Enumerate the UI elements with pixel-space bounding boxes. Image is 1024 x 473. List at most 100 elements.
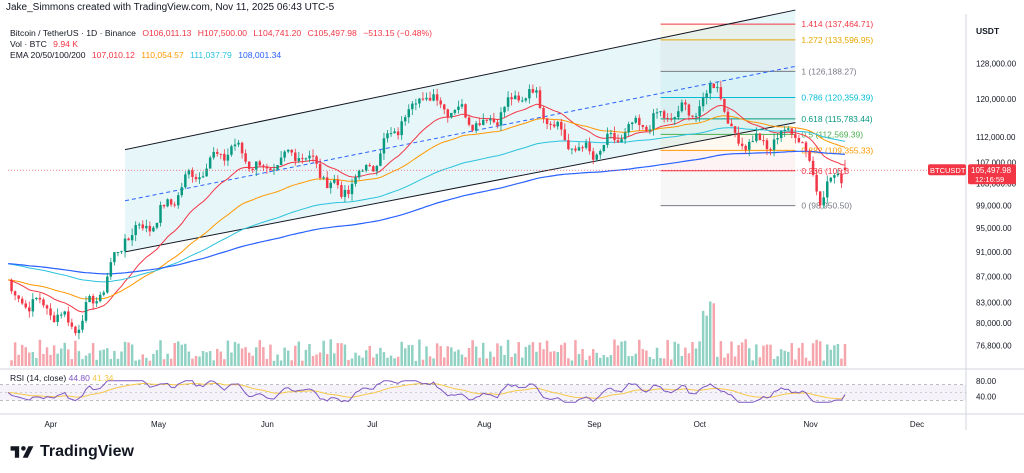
candle-body[interactable] (765, 140, 769, 150)
candle-body[interactable] (169, 199, 173, 205)
candle-body[interactable] (301, 158, 304, 160)
candle-body[interactable] (134, 225, 137, 236)
candle-body[interactable] (148, 225, 152, 232)
candle-body[interactable] (237, 142, 240, 145)
candle-body[interactable] (333, 179, 336, 183)
candle-body[interactable] (84, 302, 88, 321)
candle-body[interactable] (588, 142, 591, 152)
candle-body[interactable] (265, 166, 269, 169)
candle-body[interactable] (141, 224, 145, 229)
candle-body[interactable] (751, 141, 755, 143)
candle-body[interactable] (159, 204, 162, 223)
candle-body[interactable] (485, 119, 489, 121)
candle-body[interactable] (453, 109, 457, 113)
candle-body[interactable] (364, 165, 368, 171)
candle-body[interactable] (262, 165, 265, 167)
candle-body[interactable] (492, 118, 496, 123)
candle-body[interactable] (276, 165, 279, 170)
candle-body[interactable] (627, 124, 630, 133)
candle-body[interactable] (843, 167, 847, 171)
candle-body[interactable] (645, 126, 648, 131)
candle-body[interactable] (251, 168, 254, 170)
candle-body[interactable] (542, 107, 545, 119)
candle-body[interactable] (567, 140, 570, 150)
candle-body[interactable] (357, 170, 361, 178)
candle-body[interactable] (382, 138, 386, 154)
candle-body[interactable] (478, 123, 481, 125)
candle-body[interactable] (77, 329, 81, 334)
candle-body[interactable] (49, 308, 52, 316)
candle-body[interactable] (737, 132, 740, 144)
candle-body[interactable] (638, 117, 641, 125)
candle-body[interactable] (758, 133, 762, 141)
candle-body[interactable] (513, 95, 517, 100)
candle-body[interactable] (304, 158, 308, 160)
candle-body[interactable] (414, 103, 418, 105)
ema200-line[interactable] (7, 150, 846, 275)
candle-body[interactable] (396, 131, 400, 136)
candle-body[interactable] (659, 111, 662, 113)
candle-body[interactable] (70, 322, 74, 327)
candle-body[interactable] (762, 140, 765, 142)
candle-body[interactable] (442, 104, 446, 110)
candle-body[interactable] (755, 133, 758, 142)
candle-body[interactable] (95, 301, 98, 304)
candle-body[interactable] (836, 173, 840, 176)
candle-body[interactable] (42, 299, 45, 306)
candle-body[interactable] (308, 155, 311, 159)
candle-body[interactable] (535, 90, 538, 93)
candle-body[interactable] (130, 235, 134, 241)
candle-body[interactable] (655, 112, 659, 114)
candle-body[interactable] (255, 161, 258, 170)
candle-body[interactable] (744, 145, 747, 150)
candle-body[interactable] (815, 174, 818, 192)
candle-body[interactable] (98, 294, 102, 302)
candle-body[interactable] (294, 152, 297, 161)
candle-body[interactable] (240, 142, 244, 154)
candle-body[interactable] (63, 311, 66, 315)
candle-body[interactable] (354, 177, 357, 184)
candle-body[interactable] (191, 170, 194, 177)
candle-body[interactable] (790, 128, 794, 135)
candle-body[interactable] (673, 117, 677, 119)
candle-body[interactable] (577, 147, 581, 151)
candle-body[interactable] (783, 129, 786, 131)
candle-body[interactable] (599, 151, 602, 155)
candle-body[interactable] (556, 121, 559, 127)
candle-body[interactable] (205, 168, 208, 177)
candle-body[interactable] (552, 124, 556, 127)
candle-body[interactable] (418, 98, 421, 104)
candle-body[interactable] (155, 222, 159, 228)
candle-body[interactable] (52, 315, 56, 323)
candle-body[interactable] (464, 104, 467, 118)
candle-body[interactable] (198, 177, 201, 180)
current-price-tag[interactable] (968, 164, 1016, 185)
candle-body[interactable] (804, 142, 808, 152)
ema50-line[interactable] (7, 115, 846, 300)
candle-body[interactable] (712, 83, 716, 89)
candle-body[interactable] (811, 160, 815, 175)
candle-body[interactable] (723, 98, 726, 112)
candle-body[interactable] (833, 175, 836, 178)
candle-body[interactable] (421, 98, 425, 100)
candle-body[interactable] (822, 197, 825, 206)
candle-body[interactable] (808, 151, 811, 161)
candle-body[interactable] (10, 279, 13, 292)
candle-body[interactable] (162, 204, 166, 207)
candle-body[interactable] (425, 97, 428, 100)
channel-mid-line[interactable] (124, 65, 796, 202)
candle-body[interactable] (719, 87, 723, 99)
candle-body[interactable] (411, 103, 414, 110)
ema100-line[interactable] (7, 127, 846, 283)
candle-body[interactable] (347, 189, 350, 195)
candle-body[interactable] (602, 144, 606, 152)
candle-body[interactable] (187, 170, 191, 175)
candle-body[interactable] (503, 106, 506, 113)
candle-body[interactable] (106, 276, 109, 293)
candle-body[interactable] (318, 163, 322, 178)
candle-body[interactable] (350, 183, 354, 195)
candle-body[interactable] (613, 133, 616, 141)
candle-body[interactable] (180, 187, 184, 196)
candle-body[interactable] (609, 133, 613, 135)
candle-body[interactable] (386, 133, 389, 139)
